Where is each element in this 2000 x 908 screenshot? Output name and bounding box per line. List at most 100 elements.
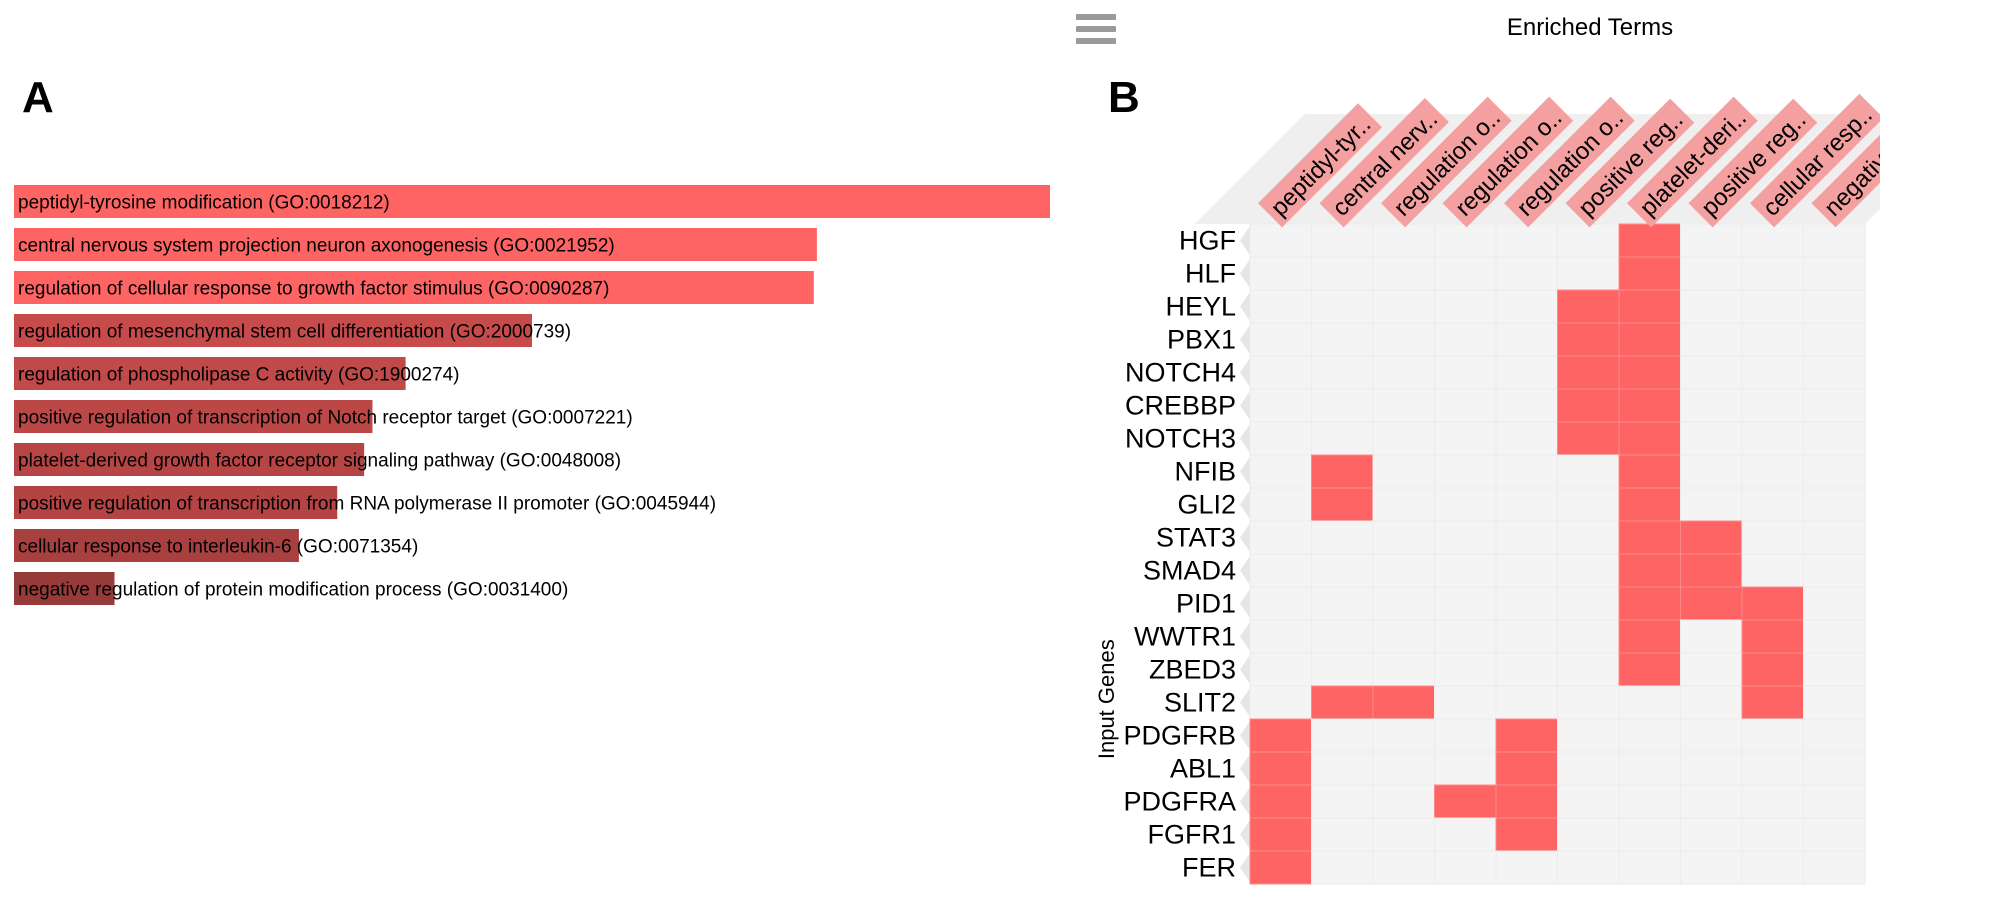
heatmap-cell-PDGFRA-5[interactable] [1495, 784, 1558, 819]
heatmap-cell-SMAD4-10[interactable] [1803, 553, 1866, 588]
heatmap-cell-CREBBP-7[interactable] [1618, 388, 1681, 423]
heatmap-cell-SMAD4-3[interactable] [1372, 553, 1435, 588]
heatmap-cell-ABL1-1[interactable] [1249, 751, 1312, 786]
heatmap-cell-SLIT2-5[interactable] [1495, 685, 1558, 720]
heatmap-cell-ZBED3-2[interactable] [1311, 652, 1374, 687]
heatmap-cell-HEYL-8[interactable] [1680, 289, 1743, 324]
heatmap-cell-PDGFRA-1[interactable] [1249, 784, 1312, 819]
heatmap-cell-NOTCH4-3[interactable] [1372, 355, 1435, 390]
heatmap-cell-FER-4[interactable] [1434, 850, 1497, 885]
heatmap-cell-STAT3-7[interactable] [1618, 520, 1681, 555]
heatmap-cell-HEYL-10[interactable] [1803, 289, 1866, 324]
heatmap-cell-WWTR1-7[interactable] [1618, 619, 1681, 654]
heatmap-cell-HGF-5[interactable] [1495, 223, 1558, 258]
heatmap-cell-NOTCH3-8[interactable] [1680, 421, 1743, 456]
heatmap-cell-HGF-4[interactable] [1434, 223, 1497, 258]
heatmap-cell-WWTR1-5[interactable] [1495, 619, 1558, 654]
heatmap-cell-WWTR1-9[interactable] [1741, 619, 1804, 654]
heatmap-cell-CREBBP-5[interactable] [1495, 388, 1558, 423]
heatmap-cell-CREBBP-6[interactable] [1557, 388, 1620, 423]
heatmap-cell-HGF-8[interactable] [1680, 223, 1743, 258]
heatmap-cell-STAT3-6[interactable] [1557, 520, 1620, 555]
heatmap-cell-WWTR1-4[interactable] [1434, 619, 1497, 654]
heatmap-cell-ZBED3-1[interactable] [1249, 652, 1312, 687]
heatmap-cell-PDGFRB-2[interactable] [1311, 718, 1374, 753]
heatmap-cell-HEYL-1[interactable] [1249, 289, 1312, 324]
heatmap-cell-SLIT2-3[interactable] [1372, 685, 1435, 720]
heatmap-cell-NFIB-2[interactable] [1311, 454, 1374, 489]
heatmap-cell-ABL1-2[interactable] [1311, 751, 1374, 786]
bar-8[interactable] [14, 486, 338, 519]
heatmap-cell-SLIT2-10[interactable] [1803, 685, 1866, 720]
heatmap-cell-ZBED3-6[interactable] [1557, 652, 1620, 687]
heatmap-cell-PDGFRB-1[interactable] [1249, 718, 1312, 753]
heatmap-cell-NFIB-3[interactable] [1372, 454, 1435, 489]
heatmap-cell-NOTCH4-1[interactable] [1249, 355, 1312, 390]
heatmap-cell-FER-10[interactable] [1803, 850, 1866, 885]
heatmap-cell-SLIT2-1[interactable] [1249, 685, 1312, 720]
heatmap-cell-PDGFRB-4[interactable] [1434, 718, 1497, 753]
heatmap-cell-FGFR1-1[interactable] [1249, 817, 1312, 852]
heatmap-cell-SLIT2-9[interactable] [1741, 685, 1804, 720]
heatmap-cell-SLIT2-8[interactable] [1680, 685, 1743, 720]
heatmap-cell-PID1-10[interactable] [1803, 586, 1866, 621]
heatmap-cell-PDGFRA-9[interactable] [1741, 784, 1804, 819]
heatmap-cell-FER-8[interactable] [1680, 850, 1743, 885]
heatmap-cell-HEYL-9[interactable] [1741, 289, 1804, 324]
heatmap-cell-NOTCH4-5[interactable] [1495, 355, 1558, 390]
heatmap-cell-FER-2[interactable] [1311, 850, 1374, 885]
heatmap-cell-HLF-9[interactable] [1741, 256, 1804, 291]
heatmap-cell-ABL1-6[interactable] [1557, 751, 1620, 786]
heatmap-cell-GLI2-2[interactable] [1311, 487, 1374, 522]
heatmap-cell-SMAD4-4[interactable] [1434, 553, 1497, 588]
heatmap-cell-PBX1-10[interactable] [1803, 322, 1866, 357]
heatmap-cell-PBX1-6[interactable] [1557, 322, 1620, 357]
heatmap-cell-ABL1-9[interactable] [1741, 751, 1804, 786]
heatmap-cell-CREBBP-4[interactable] [1434, 388, 1497, 423]
heatmap-cell-GLI2-8[interactable] [1680, 487, 1743, 522]
heatmap-cell-WWTR1-2[interactable] [1311, 619, 1374, 654]
heatmap-cell-FER-3[interactable] [1372, 850, 1435, 885]
heatmap-cell-HLF-10[interactable] [1803, 256, 1866, 291]
heatmap-cell-ABL1-8[interactable] [1680, 751, 1743, 786]
heatmap-cell-PID1-4[interactable] [1434, 586, 1497, 621]
heatmap-cell-NOTCH4-8[interactable] [1680, 355, 1743, 390]
heatmap-cell-STAT3-9[interactable] [1741, 520, 1804, 555]
heatmap-cell-NFIB-6[interactable] [1557, 454, 1620, 489]
heatmap-cell-NOTCH3-5[interactable] [1495, 421, 1558, 456]
heatmap-cell-FER-9[interactable] [1741, 850, 1804, 885]
heatmap-cell-PDGFRA-7[interactable] [1618, 784, 1681, 819]
bar-10[interactable] [14, 572, 115, 605]
heatmap-cell-FER-6[interactable] [1557, 850, 1620, 885]
bar-4[interactable] [14, 314, 532, 347]
heatmap-cell-HEYL-4[interactable] [1434, 289, 1497, 324]
heatmap-cell-FGFR1-7[interactable] [1618, 817, 1681, 852]
heatmap-cell-PDGFRB-5[interactable] [1495, 718, 1558, 753]
heatmap-cell-NOTCH3-3[interactable] [1372, 421, 1435, 456]
heatmap-cell-GLI2-3[interactable] [1372, 487, 1435, 522]
heatmap-cell-SLIT2-6[interactable] [1557, 685, 1620, 720]
heatmap-cell-FGFR1-5[interactable] [1495, 817, 1558, 852]
heatmap-cell-SLIT2-7[interactable] [1618, 685, 1681, 720]
heatmap-cell-FER-7[interactable] [1618, 850, 1681, 885]
bar-5[interactable] [14, 357, 406, 390]
heatmap-cell-WWTR1-3[interactable] [1372, 619, 1435, 654]
heatmap-cell-GLI2-5[interactable] [1495, 487, 1558, 522]
heatmap-cell-SMAD4-6[interactable] [1557, 553, 1620, 588]
heatmap-cell-PID1-2[interactable] [1311, 586, 1374, 621]
heatmap-cell-HGF-2[interactable] [1311, 223, 1374, 258]
heatmap-cell-NOTCH3-9[interactable] [1741, 421, 1804, 456]
heatmap-cell-GLI2-9[interactable] [1741, 487, 1804, 522]
heatmap-cell-HGF-3[interactable] [1372, 223, 1435, 258]
heatmap-cell-WWTR1-10[interactable] [1803, 619, 1866, 654]
heatmap-cell-ZBED3-3[interactable] [1372, 652, 1435, 687]
heatmap-cell-PBX1-3[interactable] [1372, 322, 1435, 357]
heatmap-cell-NOTCH4-7[interactable] [1618, 355, 1681, 390]
heatmap-cell-WWTR1-6[interactable] [1557, 619, 1620, 654]
heatmap-cell-CREBBP-9[interactable] [1741, 388, 1804, 423]
heatmap-cell-HLF-6[interactable] [1557, 256, 1620, 291]
heatmap-cell-SMAD4-7[interactable] [1618, 553, 1681, 588]
heatmap-cell-ABL1-10[interactable] [1803, 751, 1866, 786]
heatmap-cell-FER-1[interactable] [1249, 850, 1312, 885]
heatmap-cell-ZBED3-5[interactable] [1495, 652, 1558, 687]
